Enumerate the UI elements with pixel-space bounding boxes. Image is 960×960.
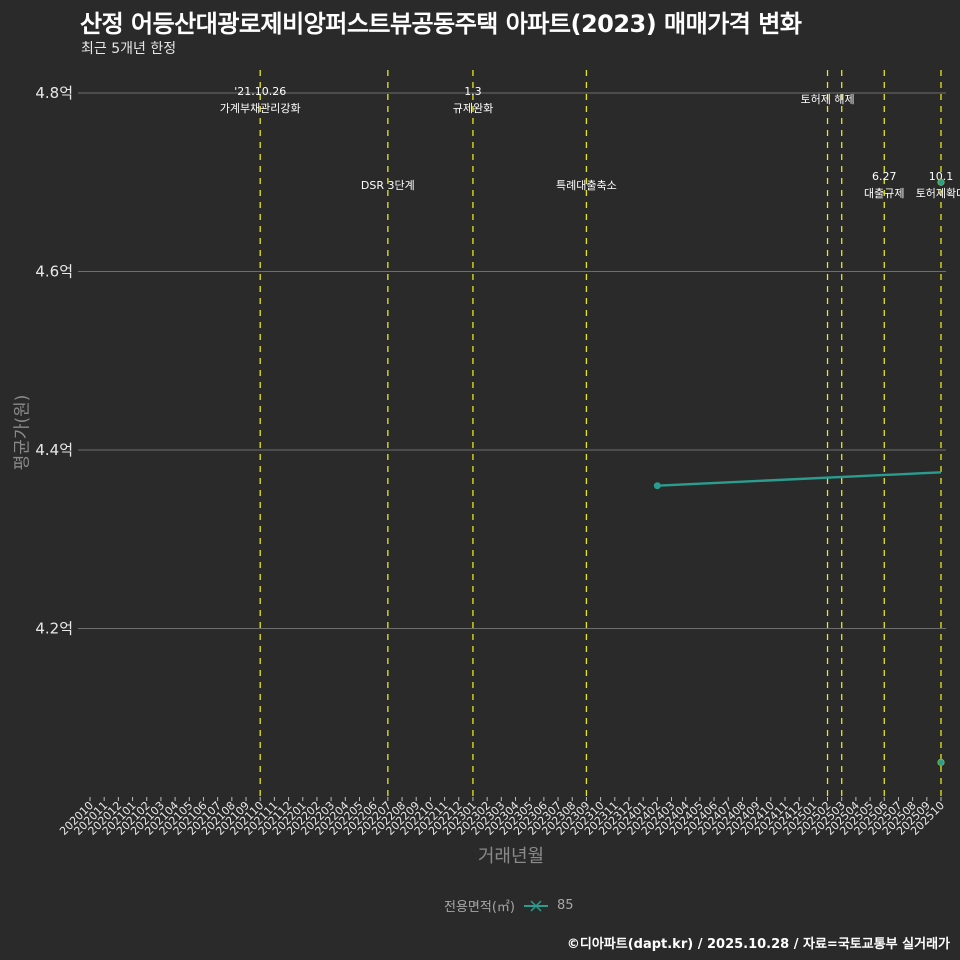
y-tick-label: 4.4억 <box>35 441 73 459</box>
y-tick-label: 4.8억 <box>35 84 73 102</box>
y-axis-label: 평균가(원) <box>12 394 33 471</box>
data-point <box>937 758 945 766</box>
legend-item-label: 85 <box>556 898 574 913</box>
event-label: 규제완화 <box>453 102 493 115</box>
event-label: 대출규제 <box>864 187 904 200</box>
event-label: DSR 3단계 <box>361 179 415 192</box>
event-label: 토허제 해제 <box>800 92 854 106</box>
event-label: 가계부채관리강화 <box>220 102 301 115</box>
source-caption: ©디아파트(dapt.kr) / 2025.10.28 / 자료=국토교통부 실… <box>566 937 950 952</box>
event-label: 특례대출축소 <box>556 179 617 192</box>
data-point <box>653 482 661 490</box>
chart-title: 산정 어등산대광로제비앙퍼스트뷰공동주택 아파트(2023) 매매가격 변화 <box>80 10 802 38</box>
legend-line-icon <box>523 898 549 914</box>
event-date-label: 1.3 <box>464 85 482 98</box>
event-date-label: '21.10.26 <box>234 85 286 98</box>
legend-title: 전용면적(㎡) <box>444 900 515 915</box>
x-axis-label: 거래년월 <box>477 846 545 867</box>
event-date-label: 6.27 <box>872 170 897 183</box>
chart-subtitle: 최근 5개년 한정 <box>81 41 177 57</box>
y-tick-label: 4.2억 <box>35 620 73 638</box>
legend: 전용면적(㎡) 85 <box>444 896 574 915</box>
series-line <box>657 471 942 487</box>
y-tick-label: 4.6억 <box>35 263 73 281</box>
event-label: 토허제확대 <box>916 187 960 200</box>
data-point <box>937 178 945 186</box>
event-date-label: 10.1 <box>929 170 954 183</box>
